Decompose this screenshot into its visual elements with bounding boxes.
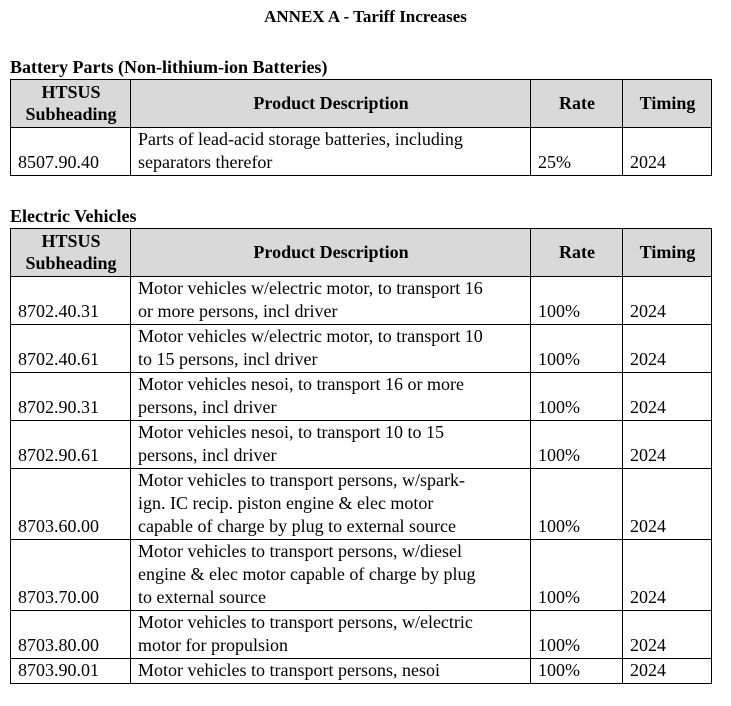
rate-cell: 100% [530, 610, 623, 659]
code-cell: 8702.90.31 [10, 372, 131, 421]
timing-cell: 2024 [622, 127, 712, 176]
description-cell: Motor vehicles to transport persons, w/d… [130, 539, 531, 611]
row: 8702.40.31 Motor vehicles w/electric moto… [10, 276, 712, 325]
header-row: HTSUS Subheading Product Description Rate Ti… [10, 79, 712, 128]
header-cell: Product Description [130, 228, 531, 277]
header-cell: Product Description [130, 79, 531, 128]
description-line: Motor vehicles w/electric motor, to tran… [138, 326, 483, 346]
description-line: Motor vehicles to transport persons, w/d… [138, 541, 462, 561]
description-line: or more persons, incl driver [138, 301, 338, 321]
rate-cell: 100% [530, 276, 623, 325]
row: 8703.90.01 Motor vehicles to transport pe… [10, 658, 712, 684]
title: ANNEX A - Tariff Increases [264, 7, 467, 26]
description-line: Motor vehicles w/electric motor, to tran… [138, 278, 483, 298]
table: HTSUS Subheading Product Description Rate Ti… [10, 79, 712, 176]
header-text: Subheading [25, 104, 117, 124]
description-line: Motor vehicles to transport persons, w/s… [138, 470, 465, 490]
header-cell: Timing [622, 79, 712, 128]
header-text: Timing [639, 93, 696, 113]
description-line: Parts of lead-acid storage batteries, in… [138, 129, 463, 149]
code-cell: 8703.90.01 [10, 658, 131, 684]
description-cell: Motor vehicles w/electric motor, to tran… [130, 276, 531, 325]
row: 8703.80.00 Motor vehicles to transport pe… [10, 610, 712, 659]
header-text: HTSUS [41, 82, 101, 102]
timing-cell: 2024 [622, 468, 712, 540]
description-line: Motor vehicles to transport persons, nes… [138, 660, 440, 680]
rate-cell: 100% [530, 324, 623, 373]
row: 8703.70.00 Motor vehicles to transport pe… [10, 539, 712, 611]
description-line: persons, incl driver [138, 397, 277, 417]
header-cell: HTSUS Subheading [10, 79, 131, 128]
rate-cell: 100% [530, 468, 623, 540]
timing-cell: 2024 [622, 658, 712, 684]
header-cell: Rate [530, 79, 623, 128]
header-cell: Rate [530, 228, 623, 277]
description-line: Motor vehicles nesoi, to transport 10 to… [138, 422, 444, 442]
description-cell: Motor vehicles nesoi, to transport 10 to… [130, 420, 531, 469]
code-cell: 8703.70.00 [10, 539, 131, 611]
rate-cell: 100% [530, 539, 623, 611]
code-cell: 8703.80.00 [10, 610, 131, 659]
code-cell: 8507.90.40 [10, 127, 131, 176]
header-text: Product Description [253, 242, 409, 262]
rate-cell: 100% [530, 372, 623, 421]
row: 8507.90.40 Parts of lead-acid storage bat… [10, 127, 712, 176]
header-cell: HTSUS Subheading [10, 228, 131, 277]
timing-cell: 2024 [622, 539, 712, 611]
description-cell: Parts of lead-acid storage batteries, in… [130, 127, 531, 176]
description-cell: Motor vehicles w/electric motor, to tran… [130, 324, 531, 373]
code-cell: 8702.40.61 [10, 324, 131, 373]
description-line: Motor vehicles to transport persons, w/e… [138, 612, 473, 632]
description-cell: Motor vehicles to transport persons, w/e… [130, 610, 531, 659]
timing-cell: 2024 [622, 610, 712, 659]
description-line: persons, incl driver [138, 445, 277, 465]
header-text: Rate [559, 242, 595, 262]
description-line: Motor vehicles nesoi, to transport 16 or… [138, 374, 464, 394]
header-text: Subheading [25, 253, 117, 273]
header-text: Timing [639, 242, 696, 262]
description-line: to 15 persons, incl driver [138, 349, 318, 369]
description-line: ign. IC recip. piston engine & elec moto… [138, 493, 434, 513]
description-line: to external source [138, 587, 266, 607]
section: Electric Vehicles HTSUS Subheading Product … [0, 204, 712, 684]
rate-cell: 100% [530, 658, 623, 684]
section: Battery Parts (Non-lithium-ion Batteries… [0, 55, 712, 176]
description-cell: Motor vehicles nesoi, to transport 16 or… [130, 372, 531, 421]
code-cell: 8703.60.00 [10, 468, 131, 540]
timing-cell: 2024 [622, 420, 712, 469]
row: 8703.60.00 Motor vehicles to transport pe… [10, 468, 712, 540]
section-heading: Battery Parts (Non-lithium-ion Batteries… [10, 57, 328, 77]
header-row: HTSUS Subheading Product Description Rate Ti… [10, 228, 712, 277]
description-line: motor for propulsion [138, 635, 288, 655]
code-cell: 8702.40.31 [10, 276, 131, 325]
description-cell: Motor vehicles to transport persons, w/s… [130, 468, 531, 540]
description-line: separators therefor [138, 152, 273, 172]
row: 8702.40.61 Motor vehicles w/electric moto… [10, 324, 712, 373]
header-text: Rate [559, 93, 595, 113]
timing-cell: 2024 [622, 372, 712, 421]
header-text: Product Description [253, 93, 409, 113]
row: 8702.90.31 Motor vehicles nesoi, to trans… [10, 372, 712, 421]
rate-cell: 100% [530, 420, 623, 469]
description-line: engine & elec motor capable of charge by… [138, 564, 476, 584]
timing-cell: 2024 [622, 324, 712, 373]
rate-cell: 25% [530, 127, 623, 176]
description-line: capable of charge by plug to external so… [138, 516, 457, 536]
header-text: HTSUS [41, 231, 101, 251]
section-heading: Electric Vehicles [10, 206, 137, 226]
timing-cell: 2024 [622, 276, 712, 325]
row: 8702.90.61 Motor vehicles nesoi, to trans… [10, 420, 712, 469]
code-cell: 8702.90.61 [10, 420, 131, 469]
header-cell: Timing [622, 228, 712, 277]
table: HTSUS Subheading Product Description Rate Ti… [10, 228, 712, 684]
description-cell: Motor vehicles to transport persons, nes… [130, 658, 531, 684]
